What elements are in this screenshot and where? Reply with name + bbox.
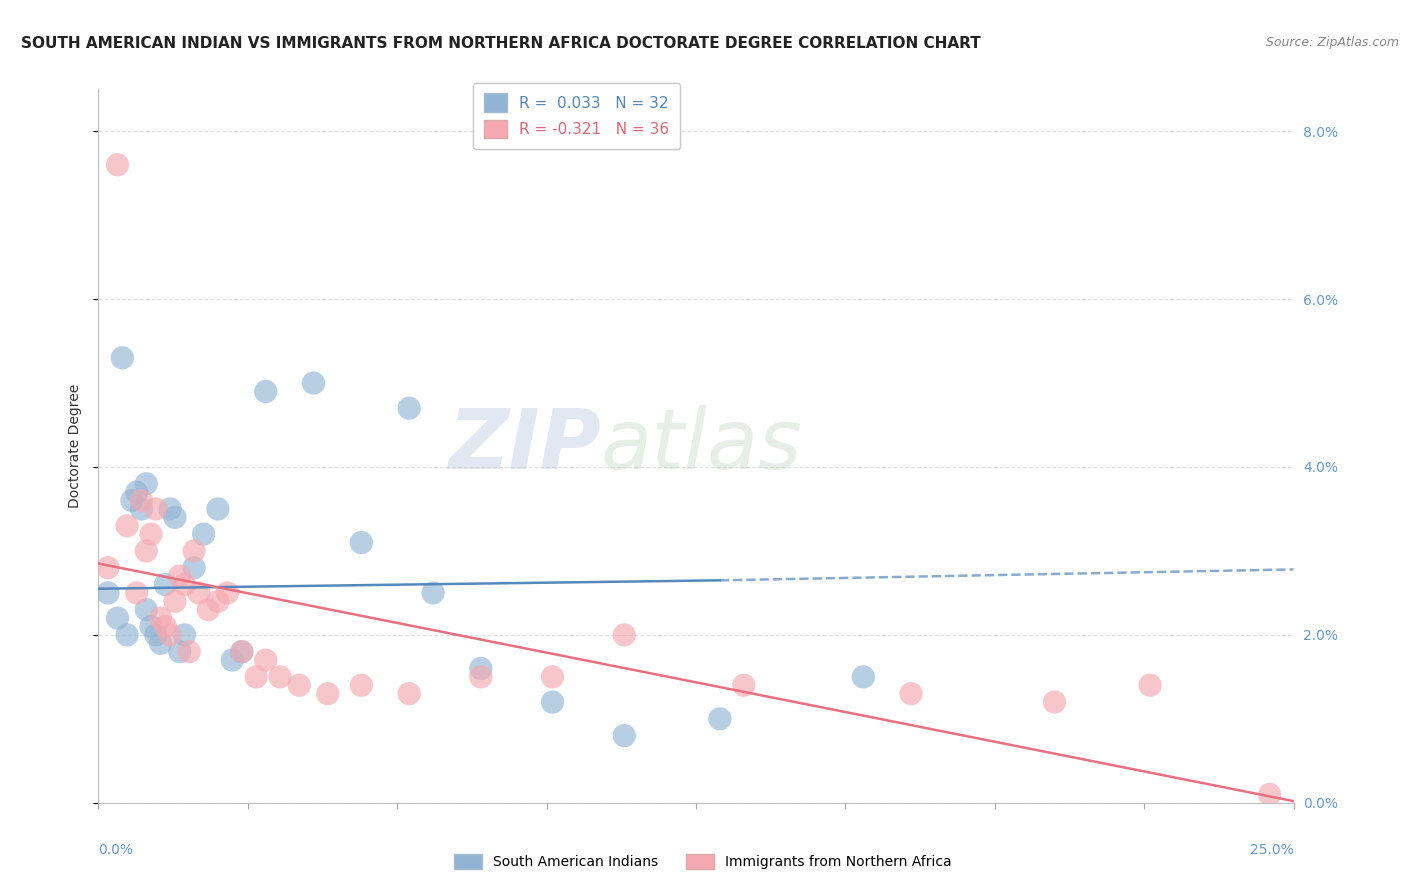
Point: [111, 351, 134, 365]
Point: [709, 712, 731, 726]
Point: [254, 653, 277, 667]
Point: [107, 611, 129, 625]
Point: [398, 401, 420, 416]
Point: [302, 376, 325, 390]
Point: [121, 493, 143, 508]
Point: [207, 502, 229, 516]
Point: [350, 678, 373, 692]
Legend: R =  0.033   N = 32, R = -0.321   N = 36: R = 0.033 N = 32, R = -0.321 N = 36: [474, 83, 679, 149]
Point: [97, 560, 120, 574]
Point: [541, 695, 564, 709]
Point: [316, 687, 339, 701]
Point: [145, 628, 167, 642]
Point: [115, 628, 138, 642]
Point: [125, 485, 148, 500]
Y-axis label: Doctorate Degree: Doctorate Degree: [67, 384, 82, 508]
Point: [149, 611, 172, 625]
Point: [97, 586, 120, 600]
Point: [1043, 695, 1066, 709]
Point: [231, 645, 253, 659]
Point: [217, 586, 239, 600]
Text: ZIP: ZIP: [447, 406, 600, 486]
Point: [852, 670, 875, 684]
Legend: South American Indians, Immigrants from Northern Africa: South American Indians, Immigrants from …: [447, 847, 959, 876]
Point: [115, 518, 138, 533]
Point: [733, 678, 755, 692]
Point: [422, 586, 444, 600]
Point: [125, 586, 148, 600]
Point: [135, 544, 157, 558]
Point: [139, 527, 162, 541]
Point: [173, 577, 195, 591]
Point: [135, 476, 157, 491]
Point: [135, 603, 157, 617]
Point: [169, 569, 191, 583]
Point: [179, 645, 201, 659]
Point: [145, 502, 167, 516]
Point: [269, 670, 291, 684]
Point: [254, 384, 277, 399]
Point: [900, 687, 922, 701]
Point: [131, 493, 153, 508]
Point: [139, 619, 162, 633]
Point: [221, 653, 243, 667]
Point: [350, 535, 373, 549]
Text: SOUTH AMERICAN INDIAN VS IMMIGRANTS FROM NORTHERN AFRICA DOCTORATE DEGREE CORREL: SOUTH AMERICAN INDIAN VS IMMIGRANTS FROM…: [21, 36, 981, 51]
Point: [207, 594, 229, 608]
Point: [163, 594, 186, 608]
Point: [187, 586, 209, 600]
Point: [245, 670, 267, 684]
Point: [183, 560, 205, 574]
Point: [288, 678, 311, 692]
Point: [1258, 788, 1281, 802]
Point: [231, 645, 253, 659]
Text: atlas: atlas: [600, 406, 801, 486]
Text: Source: ZipAtlas.com: Source: ZipAtlas.com: [1265, 36, 1399, 49]
Point: [155, 619, 177, 633]
Text: 25.0%: 25.0%: [1250, 843, 1294, 857]
Point: [155, 577, 177, 591]
Point: [470, 670, 492, 684]
Point: [541, 670, 564, 684]
Point: [173, 628, 195, 642]
Point: [197, 603, 219, 617]
Point: [163, 510, 186, 524]
Point: [149, 636, 172, 650]
Point: [470, 661, 492, 675]
Point: [183, 544, 205, 558]
Point: [193, 527, 215, 541]
Point: [398, 687, 420, 701]
Point: [131, 502, 153, 516]
Point: [1139, 678, 1161, 692]
Point: [613, 729, 636, 743]
Text: 0.0%: 0.0%: [98, 843, 134, 857]
Point: [107, 158, 129, 172]
Point: [613, 628, 636, 642]
Point: [159, 628, 181, 642]
Point: [159, 502, 181, 516]
Point: [169, 645, 191, 659]
